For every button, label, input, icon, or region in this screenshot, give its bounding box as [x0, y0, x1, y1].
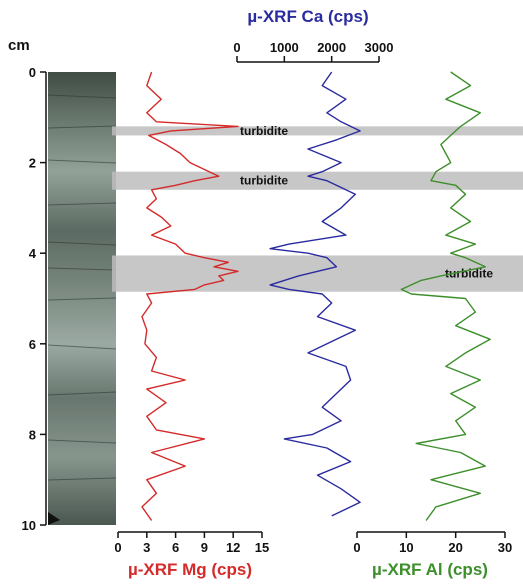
al-tick-label: 10 [399, 540, 413, 555]
al-tick-label: 20 [448, 540, 462, 555]
turbidite-label: turbidite [445, 267, 493, 281]
ca-tick-label: 1000 [270, 40, 299, 55]
turbidite-band [112, 171, 523, 190]
depth-tick-label: 0 [29, 65, 36, 80]
turbidite-label: turbidite [240, 174, 288, 188]
ca-tick-label: 2000 [317, 40, 346, 55]
turbidite-band [112, 126, 523, 136]
ca-series-line [269, 71, 361, 517]
mg-tick-label: 9 [201, 540, 208, 555]
ca-panel: 0 1000 2000 3000 µ-XRF Ca (cps) [233, 7, 394, 517]
al-tick-label: 30 [498, 540, 512, 555]
al-axis-title: µ-XRF Al (cps) [372, 560, 488, 579]
mg-series-line [141, 71, 239, 521]
ca-axis-title: µ-XRF Ca (cps) [247, 7, 368, 26]
mg-axis-title: µ-XRF Mg (cps) [128, 560, 252, 579]
core-photo [47, 72, 117, 525]
mg-panel: 0 3 6 9 12 15µ-XRF Mg (cps) [114, 71, 269, 579]
al-tick-label: 0 [353, 540, 360, 555]
depth-tick-label: 2 [29, 156, 36, 171]
depth-tick-label: 6 [29, 337, 36, 352]
depth-tick-label: 8 [29, 427, 36, 442]
mg-tick-label: 3 [143, 540, 150, 555]
ca-tick-label: 3000 [365, 40, 394, 55]
depth-tick-label: 4 [29, 246, 37, 261]
al-panel: 0 10 20 30 µ-XRF Al (cps) [353, 71, 512, 579]
depth-tick-label: 10 [22, 518, 36, 533]
depth-axis: cm 0 2 4 6 8 10 [8, 37, 47, 533]
depth-axis-unit: cm [8, 37, 30, 54]
mg-tick-label: 6 [172, 540, 179, 555]
ca-tick-label: 0 [233, 40, 240, 55]
turbidite-label: turbidite [240, 124, 288, 138]
mg-tick-label: 12 [226, 540, 240, 555]
mg-tick-label: 15 [255, 540, 269, 555]
al-series-line [400, 71, 491, 521]
mg-tick-label: 0 [114, 540, 121, 555]
